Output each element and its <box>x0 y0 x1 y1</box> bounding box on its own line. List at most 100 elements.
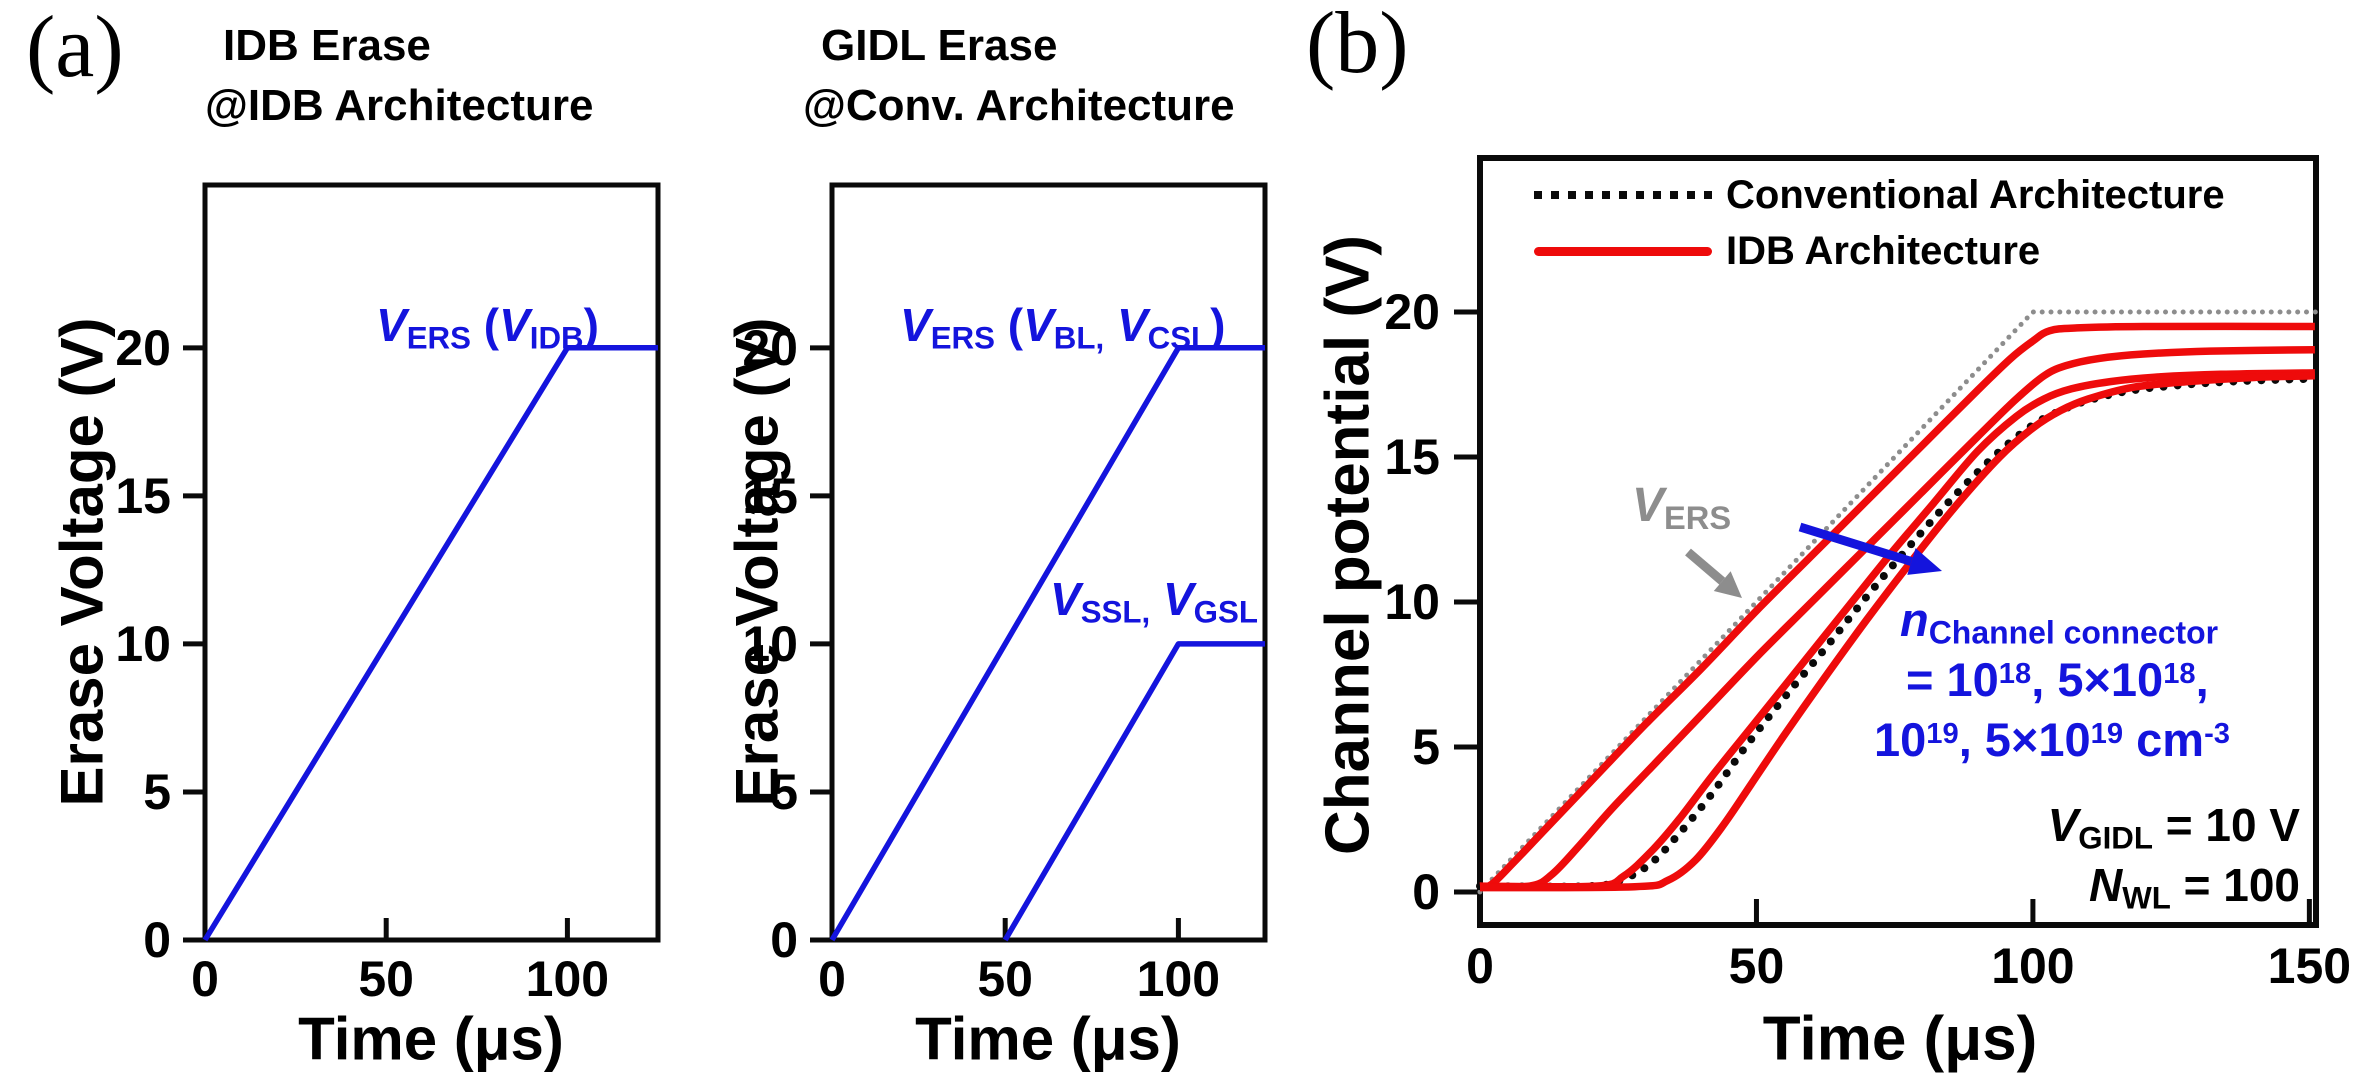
plot1-xlabel: Time (μs) <box>298 1005 564 1073</box>
text-segment <box>1150 573 1163 625</box>
text-segment: GIDL <box>2078 820 2153 856</box>
text-segment: GSL <box>1193 594 1258 630</box>
text-segment: V <box>1632 479 1665 532</box>
series-vers-vbl-vcsl-erase-pulse <box>829 345 1265 942</box>
text-segment: ) <box>1210 299 1226 351</box>
x-tick-label: 0 <box>1466 938 1494 994</box>
x-tick-label: 50 <box>1729 938 1785 994</box>
plot3-nwl-condition: NWL = 100 <box>2089 858 2300 917</box>
x-tick-label: 150 <box>2268 938 2351 994</box>
vers-pointer-arrow-shaft <box>1685 548 1726 585</box>
axis-frame <box>202 182 661 943</box>
plot3-xlabel: Time (μs) <box>1762 1004 2038 1074</box>
text-segment: , 5×10 <box>1958 713 2091 766</box>
y-tick-label: 10 <box>742 616 798 672</box>
y-tick-label: 10 <box>115 616 171 672</box>
text-segment <box>1104 299 1117 351</box>
legend-red-line-sample <box>1534 246 1712 256</box>
y-tick-label: 20 <box>742 320 798 376</box>
y-tick-label: 5 <box>1412 719 1440 775</box>
panel-b-label: (b) <box>1306 0 1409 92</box>
legend-conventional-label: Conventional Architecture <box>1726 172 2225 217</box>
y-tick-label: 5 <box>770 764 798 820</box>
series-vers-applied-ramp <box>1477 309 2319 895</box>
text-segment: ) <box>583 299 599 351</box>
text-segment: Channel connector <box>1928 614 2219 651</box>
plot3-ylabel: Channel potential (V) <box>1313 235 1383 855</box>
plot1-ylabel: Erase Voltage (V) <box>48 317 116 807</box>
plot2-title-line2: @Conv. Architecture <box>803 81 1235 130</box>
plot2-title: GIDL Erase @Conv. Architecture <box>803 16 1235 136</box>
text-segment: V <box>900 299 931 351</box>
x-tick-label: 100 <box>1991 938 2074 994</box>
text-segment: ERS <box>406 320 471 356</box>
x-tick-label: 0 <box>818 951 846 1007</box>
series-vssl-vgsl-pulse <box>1002 641 1265 942</box>
text-segment: = 10 V <box>2152 799 2300 851</box>
plot3-nchannel-label-line2: = 1018, 5×1018, <box>1906 652 2209 707</box>
text-segment: , <box>2195 653 2209 706</box>
text-segment: V <box>1023 299 1054 351</box>
text-segment: N <box>2088 859 2123 911</box>
text-segment: cm <box>2123 713 2205 766</box>
text-segment: ( <box>994 299 1024 351</box>
text-segment: = 10 <box>1906 653 1999 706</box>
text-segment: SSL, <box>1080 594 1151 630</box>
plot1-title: IDB Erase @IDB Architecture <box>205 16 593 136</box>
plot2-vers-vbl-vcsl-label: VERS (VBL, VCSL) <box>900 298 1226 357</box>
legend-item-conventional: Conventional Architecture <box>1534 172 2225 218</box>
plot3-vers-label: VERS <box>1632 478 1731 537</box>
legend-idb-label: IDB Architecture <box>1726 228 2041 273</box>
plot2-title-line1: GIDL Erase <box>821 21 1058 70</box>
text-segment: 18 <box>2163 657 2196 690</box>
text-segment: WL <box>2122 880 2171 916</box>
text-segment: V <box>376 299 407 351</box>
text-segment: ERS <box>930 320 995 356</box>
series-idb-architecture-n-5e19 <box>1479 372 2316 892</box>
axis-frame <box>1477 155 2319 928</box>
vers-pointer-arrow-head <box>1713 571 1742 598</box>
plot1-vers-vidb-label: VERS (VIDB) <box>376 298 599 357</box>
text-segment: 19 <box>2090 717 2124 750</box>
y-tick-label: 0 <box>1412 864 1440 920</box>
panel-a-label: (a) <box>26 0 124 96</box>
text-segment: , 5×10 <box>2031 653 2164 706</box>
text-segment: CSL <box>1147 320 1211 356</box>
series-conventional-architecture <box>1476 374 2319 891</box>
y-tick-label: 0 <box>143 912 171 968</box>
text-segment: V <box>1116 299 1148 351</box>
x-tick-label: 100 <box>526 951 609 1007</box>
y-tick-label: 10 <box>1384 574 1440 630</box>
text-segment: V <box>499 299 530 351</box>
text-segment: V <box>2047 799 2079 851</box>
plot3-nchannel-label-line1: nChannel connector <box>1900 592 2218 652</box>
text-segment: ( <box>470 299 500 351</box>
plot2-xlabel: Time (μs) <box>915 1005 1181 1073</box>
x-tick-label: 100 <box>1137 951 1220 1007</box>
text-segment: -3 <box>2204 717 2230 750</box>
n-increase-arrow-head <box>1907 548 1942 575</box>
plot2-vssl-vgsl-label: VSSL, VGSL <box>1050 572 1258 631</box>
text-segment: 10 <box>1874 713 1927 766</box>
text-segment: 19 <box>1926 717 1959 750</box>
series-idb-architecture-n-1e18 <box>1479 322 2315 891</box>
text-segment: = 100 <box>2170 859 2300 911</box>
x-tick-label: 50 <box>977 951 1033 1007</box>
legend-item-idb: IDB Architecture <box>1534 228 2040 274</box>
text-segment: IDB <box>529 320 584 356</box>
y-tick-label: 0 <box>770 912 798 968</box>
series-vers-vidb-erase-pulse <box>202 345 658 942</box>
axis-frame <box>829 182 1268 943</box>
x-tick-label: 0 <box>191 951 219 1007</box>
text-segment: V <box>1050 573 1081 625</box>
y-tick-label: 15 <box>1384 429 1440 485</box>
plot1-title-line2: @IDB Architecture <box>205 81 594 130</box>
legend-dotted-line-sample <box>1534 191 1712 199</box>
text-segment: BL, <box>1053 320 1105 356</box>
y-tick-label: 20 <box>1384 284 1440 340</box>
n-increase-arrow-shaft <box>1798 522 1913 566</box>
y-tick-label: 5 <box>143 764 171 820</box>
y-tick-label: 15 <box>742 468 798 524</box>
